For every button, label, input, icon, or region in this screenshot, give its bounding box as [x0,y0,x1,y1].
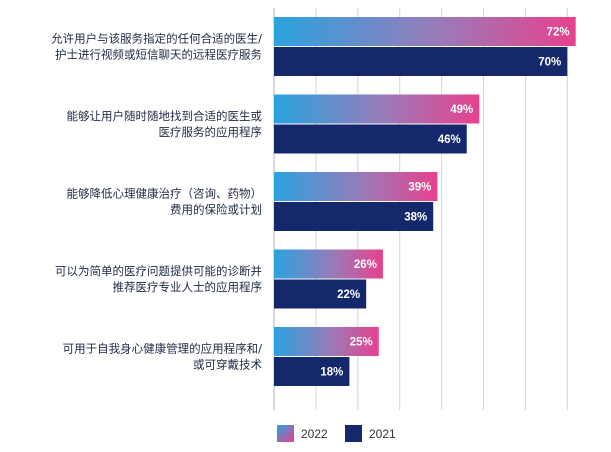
bar-2021-1 [274,47,568,76]
category-label-2-line-2: 医疗服务的应用程序 [159,125,263,139]
bar-2021-3 [274,202,434,231]
value-label-2021-3: 38% [404,212,427,224]
legend-label-2021: 2021 [369,427,396,441]
category-label-5-line-1: 可用于自我身心健康管理的应用程序和/ [63,342,262,356]
category-label-4-line-2: 推荐医疗专业人士的应用程序 [113,280,263,294]
bar-2022-2 [274,94,480,124]
value-label-2022-5: 25% [350,337,373,349]
value-label-2022-3: 39% [408,182,431,194]
value-label-2022-2: 49% [450,104,473,116]
legend-swatch-2021 [345,425,362,442]
bar-2021-4 [274,279,367,309]
value-label-2021-5: 18% [320,367,343,379]
bars: 72% 70% 49% 46% 39% 38% 26% 22% 25% 18% [274,17,576,386]
category-label-4-line-1: 可以为简单的医疗问题提供可能的诊断并 [55,264,262,278]
value-label-2022-4: 26% [354,259,377,271]
legend: 2022 2021 [277,425,396,442]
value-label-2021-4: 22% [337,289,360,301]
legend-label-2022: 2022 [301,427,328,441]
category-label-1-line-1: 允许用户与该服务指定的任何合适的医生/ [51,32,262,46]
bar-2022-4 [274,249,383,279]
bar-2021-2 [274,124,467,154]
legend-swatch-2022 [277,425,294,442]
bar-2022-3 [274,172,438,201]
bar-2021-5 [274,357,350,386]
bar-2022-1 [274,17,576,46]
value-label-2021-2: 46% [438,134,461,146]
category-label-2-line-1: 能够让用户随时随地找到合适的医生或 [67,109,263,123]
category-label-3-line-2: 费用的保险或计划 [170,203,262,217]
bar-2022-5 [274,327,379,356]
category-label-1-line-2: 护士进行视频或短信聊天的远程医疗服务 [55,48,262,62]
value-label-2021-1: 70% [538,57,561,69]
category-label-5-line-2: 或可穿戴技术 [193,358,262,372]
value-label-2022-1: 72% [547,27,570,39]
category-labels: 允许用户与该服务指定的任何合适的医生/护士进行视频或短信聊天的远程医疗服务能够让… [51,32,262,372]
category-label-3-line-1: 能够降低心理健康治疗（咨询、药物） [67,187,263,201]
